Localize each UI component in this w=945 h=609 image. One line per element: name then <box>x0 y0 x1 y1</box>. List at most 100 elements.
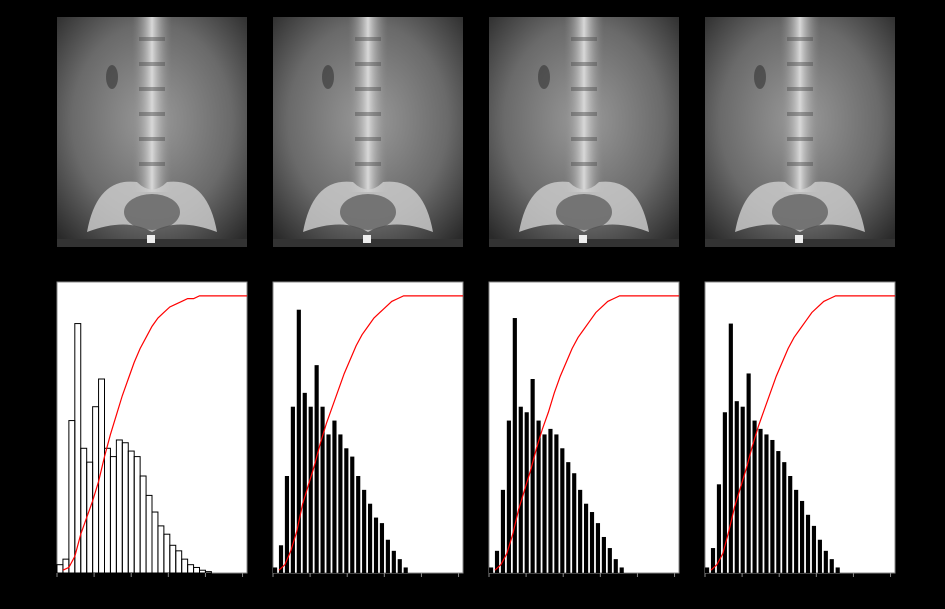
xray-image <box>57 17 247 247</box>
x-tick-label: 250 <box>450 578 467 588</box>
histogram-bar <box>284 476 290 573</box>
histogram-bar <box>578 489 583 573</box>
x-tick-label: 150 <box>376 578 393 588</box>
histogram-bar <box>332 420 337 573</box>
histogram-bar <box>734 401 739 573</box>
histogram-bar <box>601 536 606 573</box>
histogram-bar <box>764 434 769 573</box>
x-tick-label: 0 <box>486 578 492 588</box>
x-tick-label: 150 <box>160 578 177 588</box>
histogram-bar <box>362 489 367 573</box>
histogram-bar <box>607 548 612 573</box>
histogram-bar <box>530 379 535 573</box>
histogram-bar <box>829 559 834 573</box>
histogram-bar <box>302 392 307 573</box>
x-tick-label: 250 <box>666 578 683 588</box>
histogram-bar <box>542 434 547 573</box>
histogram-bar <box>524 412 529 573</box>
x-tick-label: 200 <box>845 578 862 588</box>
histogram-bar <box>595 523 601 573</box>
histogram-bar <box>566 462 571 573</box>
histogram-bar <box>278 545 284 573</box>
x-tick-label: 50 <box>88 578 100 588</box>
histogram-bar <box>373 517 379 573</box>
histogram-bar <box>589 512 595 573</box>
histogram-bar <box>823 550 828 573</box>
histogram-bar <box>776 451 781 573</box>
x-tick-label: 200 <box>629 578 646 588</box>
histogram-bar <box>740 406 745 573</box>
x-tick-label: 50 <box>304 578 316 588</box>
histogram-bar <box>752 420 757 573</box>
histogram-bar <box>338 434 343 573</box>
histogram-bar <box>500 489 506 573</box>
xray-image <box>489 17 679 247</box>
x-tick-label: 100 <box>123 578 140 588</box>
histogram-bar <box>835 567 840 573</box>
histogram-bar <box>204 571 212 574</box>
xray-image <box>273 17 463 247</box>
histogram-bar <box>344 448 349 573</box>
histogram-bar <box>782 462 787 573</box>
x-tick-label: 50 <box>736 578 748 588</box>
x-tick-label: 50 <box>520 578 532 588</box>
cdf-line <box>62 295 247 571</box>
histogram-bar <box>800 500 805 573</box>
histogram-bar <box>817 539 822 573</box>
histogram-bar <box>619 567 624 573</box>
histogram-bar <box>379 523 385 573</box>
histogram-bar <box>273 567 278 573</box>
x-tick-label: 200 <box>197 578 214 588</box>
histogram-bar <box>489 567 494 573</box>
histogram-bar <box>794 489 799 573</box>
histogram-bar <box>494 550 500 573</box>
x-tick-label: 250 <box>234 578 251 588</box>
histogram-bar <box>584 503 589 573</box>
x-tick-label: 150 <box>808 578 825 588</box>
histogram-bar <box>391 550 396 573</box>
histogram-bar <box>758 428 763 573</box>
x-tick-label: 0 <box>54 578 60 588</box>
histogram-bar <box>548 428 553 573</box>
x-tick-label: 100 <box>771 578 788 588</box>
x-tick-label: 150 <box>592 578 609 588</box>
histogram-bar <box>613 559 618 573</box>
x-tick-label: 250 <box>882 578 899 588</box>
histogram-bar <box>326 434 331 573</box>
histogram-bar <box>350 456 355 573</box>
histogram-bar <box>512 318 517 573</box>
histogram-bar <box>716 484 722 573</box>
histogram-bar <box>356 476 361 573</box>
histogram-bar <box>811 525 817 573</box>
histogram-bar <box>536 420 541 573</box>
histogram-bar <box>770 439 775 573</box>
histogram-bar <box>518 406 523 573</box>
histogram-bar <box>296 309 301 573</box>
histogram-bar <box>554 434 559 573</box>
histogram-bar <box>385 539 390 573</box>
xray-image <box>705 17 895 247</box>
histogram-bar <box>308 406 313 573</box>
histogram-bar <box>290 406 295 573</box>
histogram-bar <box>705 567 710 573</box>
histogram-bar <box>805 514 811 573</box>
histogram-bar <box>560 448 565 573</box>
x-tick-label: 100 <box>555 578 572 588</box>
x-tick-label: 0 <box>270 578 276 588</box>
cdf-line <box>494 295 679 571</box>
histogram-bar <box>728 323 733 573</box>
histogram-bar <box>506 420 511 573</box>
histogram-bar <box>710 548 716 573</box>
histogram-bar <box>746 373 751 573</box>
histogram-bar <box>314 365 319 573</box>
histogram-bar <box>368 503 373 573</box>
histogram-bar <box>722 412 727 573</box>
x-tick-label: 0 <box>702 578 708 588</box>
histogram-bar <box>397 559 402 573</box>
x-tick-label: 100 <box>339 578 356 588</box>
x-tick-label: 200 <box>413 578 430 588</box>
cdf-line <box>710 295 895 571</box>
histogram-bar <box>572 473 577 573</box>
histogram-bar <box>788 476 793 573</box>
